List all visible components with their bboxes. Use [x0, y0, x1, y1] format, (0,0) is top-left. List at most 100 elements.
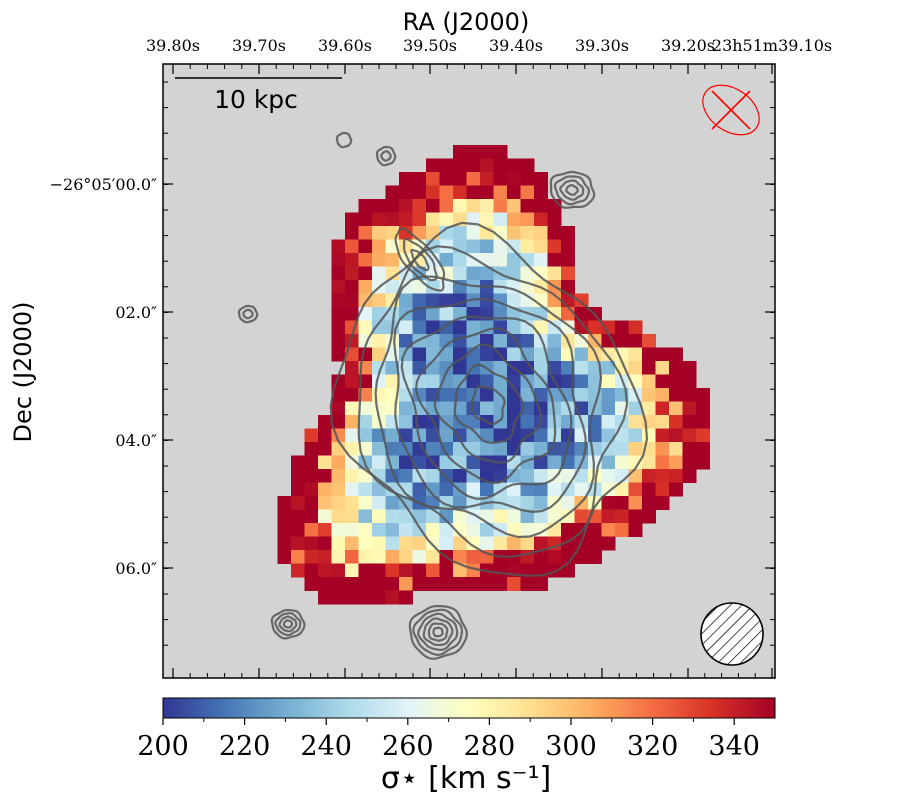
map-pixel [358, 482, 373, 497]
map-pixel [412, 280, 427, 294]
map-pixel [561, 293, 575, 308]
map-pixel [345, 577, 359, 591]
map-pixel [439, 172, 454, 186]
map-pixel [507, 469, 521, 483]
source-contour [242, 308, 254, 320]
map-pixel [453, 361, 467, 375]
map-pixel [682, 428, 697, 443]
map-pixel [399, 523, 413, 537]
map-pixel [345, 253, 359, 267]
map-pixel [412, 212, 427, 227]
map-pixel [493, 172, 508, 186]
map-pixel [331, 347, 346, 362]
source-contour [282, 619, 294, 629]
map-pixel [331, 253, 346, 267]
map-pixel [615, 496, 629, 510]
map-pixel [304, 563, 319, 578]
map-pixel [601, 536, 616, 551]
map-pixel [669, 482, 683, 497]
map-pixel [439, 199, 454, 213]
map-pixel [615, 509, 629, 524]
map-pixel [466, 172, 481, 186]
map-pixel [534, 239, 548, 254]
map-pixel [574, 469, 589, 483]
map-pixel [453, 199, 467, 213]
source-contour [278, 615, 298, 633]
map-pixel [345, 307, 359, 321]
map-pixel [277, 536, 292, 551]
map-pixel [372, 388, 386, 402]
y-tick-label: 04.0″ [115, 431, 157, 450]
map-pixel [534, 536, 548, 551]
map-pixel [453, 320, 467, 335]
map-pixel [345, 401, 359, 416]
map-pixel [453, 469, 467, 483]
map-pixel [480, 185, 494, 200]
map-pixel [520, 226, 535, 240]
map-pixel [520, 239, 535, 254]
map-pixel [628, 523, 643, 537]
map-pixel [696, 428, 710, 443]
map-pixel [601, 334, 616, 348]
psf-circle [700, 602, 764, 666]
map-pixel [304, 469, 319, 483]
map-pixel [493, 185, 508, 200]
map-pixel [331, 320, 346, 335]
map-pixel [399, 293, 413, 308]
map-pixel [574, 509, 589, 524]
map-pixel [372, 239, 386, 254]
map-pixel [385, 401, 400, 416]
map-pixel [534, 361, 548, 375]
map-pixel [453, 158, 467, 173]
map-pixel [628, 469, 643, 483]
map-pixel [588, 496, 602, 510]
map-pixel [426, 361, 440, 375]
map-pixel [507, 226, 521, 240]
map-pixel [345, 590, 359, 605]
map-pixel [304, 509, 319, 524]
companion-contour [394, 227, 446, 292]
source-contour [408, 604, 468, 660]
map-pixel [277, 523, 292, 537]
map-pixel [588, 536, 602, 551]
map-pixel [318, 563, 332, 578]
source-contour [412, 608, 463, 657]
x-tick-labels: 39.80s 39.70s 39.60s 39.50s 39.40s 39.30… [146, 36, 832, 55]
map-pixel [628, 415, 643, 429]
map-pixel [439, 536, 454, 551]
map-pixel [345, 266, 359, 281]
map-pixel [412, 442, 427, 456]
map-pixel [412, 415, 427, 429]
map-pixel [412, 334, 427, 348]
map-pixel [642, 401, 656, 416]
map-pixel [628, 347, 643, 362]
map-pixel [439, 253, 454, 267]
map-pixel [561, 266, 575, 281]
map-pixel [358, 428, 373, 443]
map-pixel [318, 469, 332, 483]
map-pixel [561, 280, 575, 294]
map-pixel [601, 523, 616, 537]
x-axis-label: RA (J2000) [403, 8, 530, 36]
map-pixel [574, 347, 589, 362]
map-pixel [399, 590, 413, 605]
map-pixel [304, 536, 319, 551]
map-pixel [372, 523, 386, 537]
map-pixel [399, 469, 413, 483]
map-pixel [493, 415, 508, 429]
map-pixel [291, 455, 305, 470]
map-pixel [642, 361, 656, 375]
map-pixel [385, 266, 400, 281]
map-pixel [466, 145, 481, 159]
map-pixel [547, 334, 562, 348]
map-pixel [453, 563, 467, 578]
map-pixel [453, 145, 467, 159]
map-pixel [331, 590, 346, 605]
map-pixel [426, 469, 440, 483]
map-pixel [628, 482, 643, 497]
map-pixel [574, 550, 589, 564]
map-pixel [520, 185, 535, 200]
companion-contour [410, 248, 430, 272]
map-pixel [318, 536, 332, 551]
map-pixel [628, 401, 643, 416]
